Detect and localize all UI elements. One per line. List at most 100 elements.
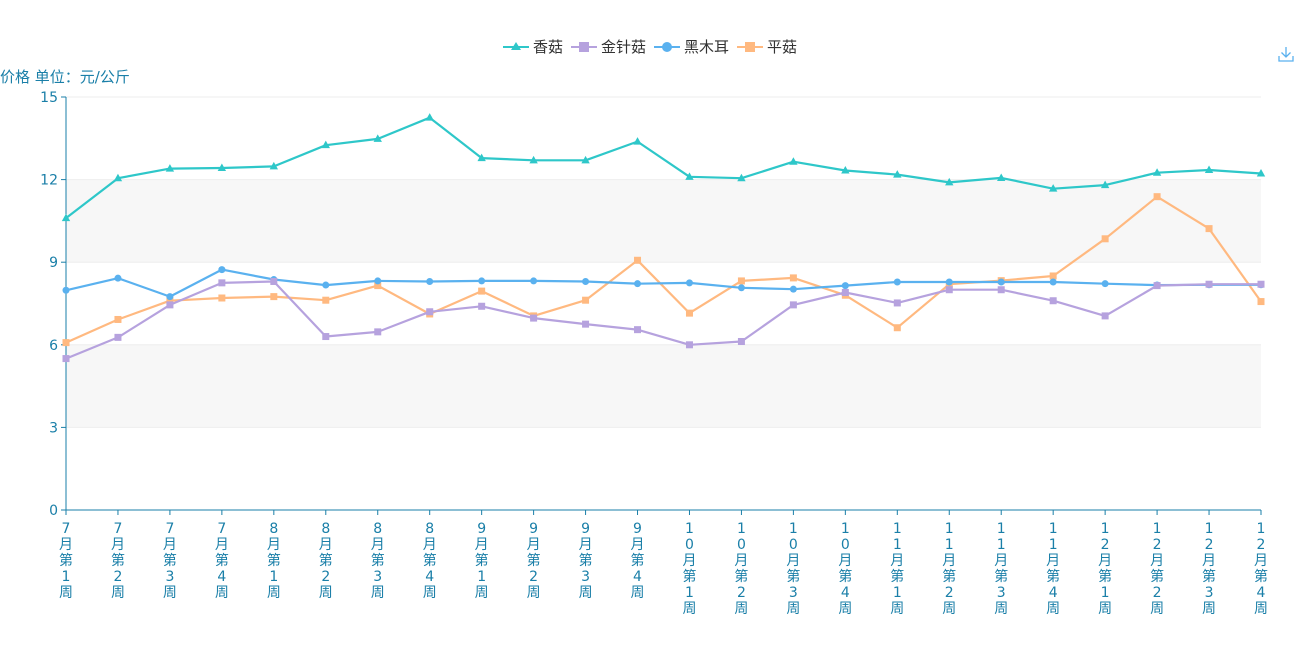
- data-point: [634, 326, 642, 334]
- data-point: [685, 341, 693, 349]
- data-point: [893, 170, 902, 178]
- data-point: [113, 173, 123, 182]
- data-point: [477, 153, 486, 162]
- data-point: [789, 301, 797, 309]
- data-point: [1049, 297, 1057, 305]
- data-point: [581, 155, 590, 164]
- data-point: [218, 294, 226, 302]
- x-tick-label: 9 月第 4 周: [631, 521, 645, 601]
- data-point: [374, 328, 382, 336]
- data-point: [217, 163, 227, 172]
- y-tick-label: 15: [40, 90, 58, 106]
- data-point: [529, 155, 538, 164]
- data-point: [893, 278, 901, 286]
- data-point: [737, 277, 745, 285]
- data-point: [893, 299, 901, 307]
- x-tick-label: 1 2 月第 1 周: [1098, 521, 1112, 617]
- x-tick-label: 8 月第 4 周: [423, 521, 437, 601]
- x-tick-label: 1 1 月第 2 周: [942, 521, 956, 617]
- data-point: [582, 296, 590, 304]
- data-point: [1153, 193, 1161, 201]
- legend-item[interactable]: 香菇: [502, 36, 563, 57]
- legend-item[interactable]: 平菇: [737, 36, 797, 57]
- x-tick-label: 8 月第 2 周: [319, 521, 333, 601]
- data-point: [478, 277, 486, 285]
- legend-marker-icon: [654, 41, 680, 52]
- legend-label: 香菇: [532, 38, 563, 56]
- x-tick-label: 7 月第 2 周: [111, 521, 125, 601]
- data-point: [789, 157, 798, 165]
- download-icon[interactable]: [1276, 44, 1296, 64]
- data-point: [1048, 184, 1058, 192]
- data-point: [62, 339, 70, 347]
- data-point: [530, 277, 538, 285]
- legend-marker-icon: [502, 41, 529, 50]
- legend-marker-icon: [570, 41, 597, 52]
- data-point: [530, 314, 538, 322]
- x-tick-label: 1 1 月第 4 周: [1046, 521, 1060, 617]
- data-point: [114, 333, 122, 341]
- data-point: [425, 113, 434, 121]
- data-point: [478, 287, 486, 295]
- series-line: [65, 268, 1261, 298]
- data-point: [321, 140, 330, 149]
- data-point: [1256, 169, 1266, 177]
- data-point: [322, 281, 330, 289]
- x-tick-label: 1 2 月第 2 周: [1150, 521, 1164, 617]
- data-point: [997, 278, 1005, 286]
- x-tick-label: 9 月第 3 周: [579, 521, 593, 601]
- series-line: [65, 116, 1262, 219]
- legend-label: 黑木耳: [684, 38, 730, 56]
- data-point: [945, 286, 953, 294]
- legend-item[interactable]: 黑木耳: [654, 36, 729, 57]
- data-point: [218, 279, 226, 287]
- x-tick-label: 9 月第 2 周: [527, 521, 541, 601]
- data-point: [478, 302, 486, 310]
- x-tick-label: 8 月第 1 周: [267, 521, 281, 601]
- legend-item[interactable]: 金针菇: [570, 36, 646, 57]
- y-tick-label: 3: [49, 420, 58, 436]
- data-point: [1257, 280, 1265, 288]
- y-tick-label: 9: [49, 255, 58, 271]
- grid-band: [66, 179, 1261, 263]
- series-line: [65, 195, 1262, 344]
- data-point: [893, 324, 901, 332]
- x-tick-label: 1 0 月第 2 周: [734, 521, 748, 617]
- data-point: [218, 266, 226, 274]
- data-point: [374, 277, 382, 285]
- data-point: [1205, 280, 1213, 288]
- data-point: [373, 134, 382, 142]
- data-point: [270, 277, 278, 285]
- data-point: [426, 308, 434, 316]
- data-point: [789, 285, 797, 293]
- x-tick-label: 7 月第 1 周: [59, 521, 73, 601]
- x-tick-label: 1 0 月第 3 周: [786, 521, 800, 617]
- data-point: [1049, 272, 1057, 280]
- data-point: [1257, 298, 1265, 306]
- data-point: [166, 301, 174, 309]
- data-point: [685, 279, 693, 287]
- legend-marker-icon: [737, 41, 764, 52]
- data-point: [1153, 282, 1161, 290]
- x-tick-label: 1 0 月第 1 周: [682, 521, 696, 617]
- data-point: [841, 282, 849, 290]
- data-point: [322, 296, 330, 304]
- legend-label: 金针菇: [600, 38, 646, 56]
- data-point: [166, 297, 174, 305]
- data-point: [841, 166, 850, 174]
- data-point: [582, 277, 590, 285]
- x-tick-label: 9 月第 1 周: [475, 521, 489, 601]
- data-point: [269, 161, 279, 170]
- data-point: [685, 309, 693, 317]
- data-point: [322, 333, 330, 341]
- data-point: [737, 337, 745, 345]
- data-point: [997, 286, 1005, 294]
- series-line: [65, 280, 1261, 360]
- legend: 香菇 金针菇 黑木耳 平菇: [0, 36, 1300, 58]
- data-point: [634, 280, 642, 288]
- data-point: [685, 172, 694, 180]
- x-tick-label: 1 0 月第 4 周: [838, 521, 852, 617]
- data-point: [841, 288, 849, 296]
- data-point: [1101, 280, 1109, 288]
